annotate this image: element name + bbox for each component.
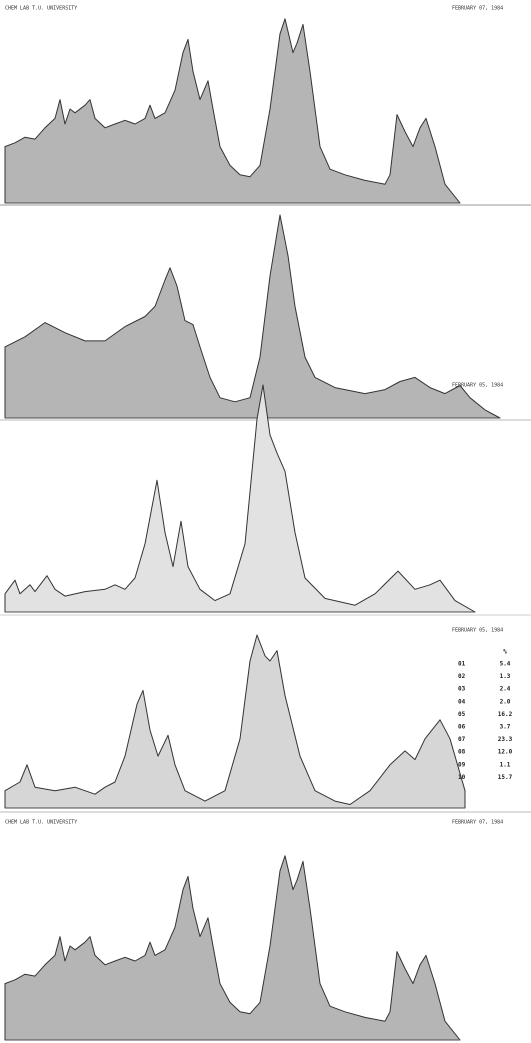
- peak-id: 01: [458, 661, 466, 668]
- peak-percent: 23.3: [498, 736, 513, 743]
- peak-percent: 5.4: [500, 661, 511, 668]
- peak-percent: 1.1: [500, 761, 511, 768]
- peak-percent: 2.0: [500, 698, 511, 705]
- table-header: %: [503, 649, 507, 656]
- lab-header: CHEM LAB T.U. UNIVERSITY: [5, 6, 77, 12]
- date-stamp: FEBRUARY 07, 1984: [452, 6, 503, 12]
- chromatogram-trace: [4, 18, 461, 204]
- lab-header: CHEM LAB T.U. UNIVERSITY: [5, 820, 77, 826]
- peak-id: 07: [458, 736, 466, 743]
- date-stamp: FEBRUARY 05, 1984: [452, 628, 503, 634]
- peak-id: 08: [458, 749, 466, 756]
- peak-percent: 2.4: [500, 686, 511, 693]
- chromatogram-trace: [4, 855, 461, 1041]
- peak-percent: 1.3: [500, 673, 511, 680]
- peak-percent: 15.7: [498, 774, 513, 781]
- chromatogram-trace: [4, 634, 466, 809]
- chromatogram-trace: [4, 384, 476, 613]
- peak-id: 10: [458, 774, 466, 781]
- peak-id: 02: [458, 673, 466, 680]
- peak-id: 09: [458, 761, 466, 768]
- peak-id: 06: [458, 724, 466, 731]
- peak-percent: 16.2: [498, 711, 513, 718]
- peak-id: 03: [458, 686, 466, 693]
- peak-id: 04: [458, 698, 466, 705]
- chromatogram-trace: [4, 214, 501, 419]
- date-stamp: FEBRUARY 05, 1984: [452, 383, 503, 389]
- peak-percent: 3.7: [500, 724, 511, 731]
- peak-id: 05: [458, 711, 466, 718]
- peak-percent: 12.0: [498, 749, 513, 756]
- date-stamp: FEBRUARY 07, 1984: [452, 820, 503, 826]
